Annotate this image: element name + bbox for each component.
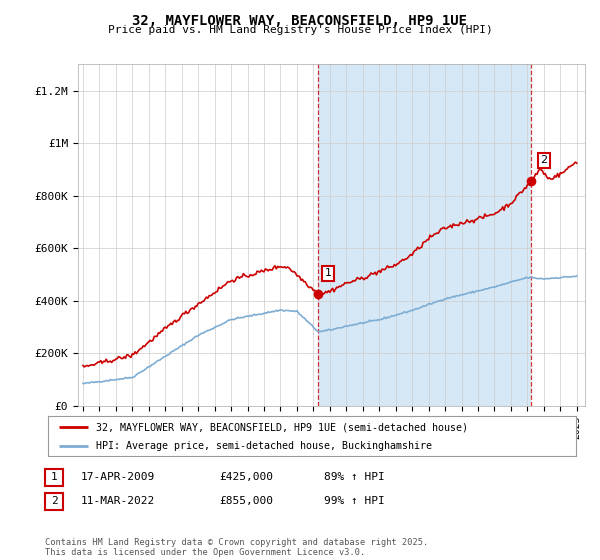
Text: 99% ↑ HPI: 99% ↑ HPI [324,496,385,506]
Text: Contains HM Land Registry data © Crown copyright and database right 2025.
This d: Contains HM Land Registry data © Crown c… [45,538,428,557]
Text: 89% ↑ HPI: 89% ↑ HPI [324,472,385,482]
Bar [319,64,530,406]
Text: £425,000: £425,000 [219,472,273,482]
Text: Price paid vs. HM Land Registry's House Price Index (HPI): Price paid vs. HM Land Registry's House … [107,25,493,35]
Text: 1: 1 [50,472,58,482]
Text: HPI: Average price, semi-detached house, Buckinghamshire: HPI: Average price, semi-detached house,… [95,441,431,451]
Text: 11-MAR-2022: 11-MAR-2022 [81,496,155,506]
Text: 2: 2 [540,155,547,165]
Text: 2: 2 [50,496,58,506]
Text: 32, MAYFLOWER WAY, BEACONSFIELD, HP9 1UE: 32, MAYFLOWER WAY, BEACONSFIELD, HP9 1UE [133,14,467,28]
Text: 1: 1 [325,268,332,278]
Text: 32, MAYFLOWER WAY, BEACONSFIELD, HP9 1UE (semi-detached house): 32, MAYFLOWER WAY, BEACONSFIELD, HP9 1UE… [95,422,467,432]
Text: £855,000: £855,000 [219,496,273,506]
Text: 17-APR-2009: 17-APR-2009 [81,472,155,482]
